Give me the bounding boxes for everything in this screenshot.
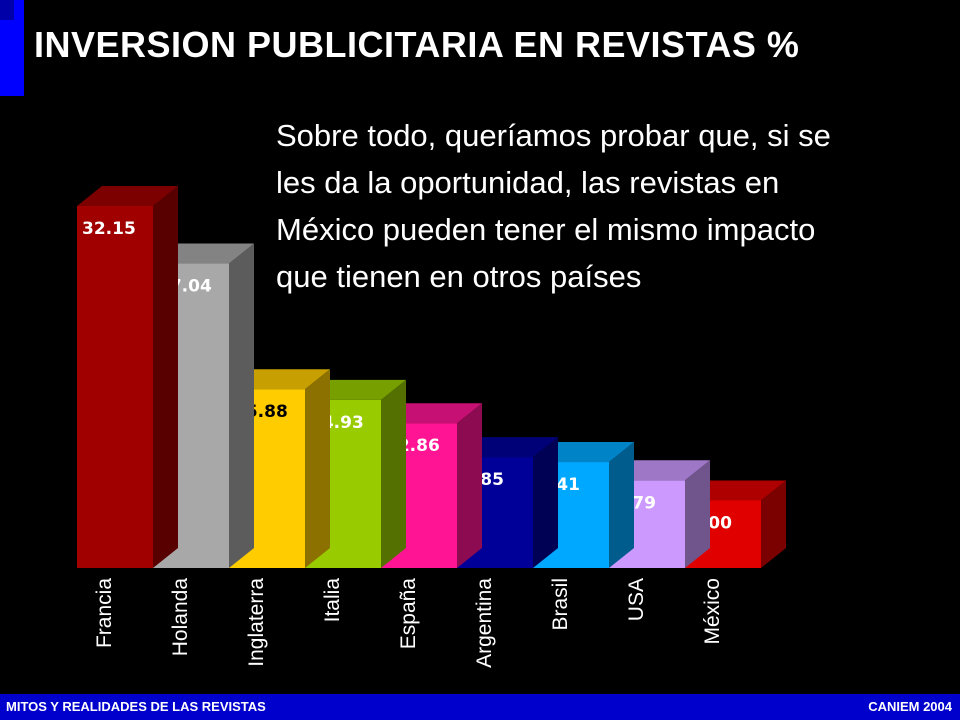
description-line: México pueden tener el mismo impacto [276,212,816,247]
footer-right-text: CANIEM 2004 [868,699,952,714]
bar-chart: 6.007.799.419.8512.8614.9315.8827.0432.1… [77,186,786,668]
data-label: 32.15 [82,219,136,239]
category-label: USA [625,578,648,621]
bar-side [153,186,178,568]
bar-side [457,403,482,568]
bar-top [305,379,406,400]
bar-top [685,480,786,501]
category-label: Holanda [169,578,192,657]
bar-side [229,243,254,568]
bar-side [609,442,634,568]
bar-top [77,186,178,206]
description-line: Sobre todo, queríamos probar que, si se [276,118,831,153]
bar-group: 32.15 [77,186,178,568]
page-title: INVERSION PUBLICITARIA EN REVISTAS % [34,24,800,65]
bar-side [305,369,330,568]
footer-left-text: MITOS Y REALIDADES DE LAS REVISTAS [6,699,266,714]
bar-top [457,437,558,458]
bar-group: 7.79 [609,460,710,568]
bar-side [533,437,558,568]
category-label: Francia [93,578,116,648]
bar-top [609,460,710,481]
bar-top [153,243,254,264]
category-label: México [701,578,724,645]
description-line: que tienen en otros países [276,259,642,294]
category-label: Brasil [549,578,572,631]
bar-top [381,403,482,424]
description-line: les da la oportunidad, las revistas en [276,165,780,200]
category-label: Argentina [473,578,496,668]
bar [77,206,153,568]
corner-accent-dark [0,0,14,20]
bar-top [533,442,634,463]
description-text: Sobre todo, queríamos probar que, si se … [276,112,956,300]
category-label: Inglaterra [245,578,268,667]
bar-top [229,369,330,390]
footer-bar: MITOS Y REALIDADES DE LAS REVISTAS CANIE… [0,694,960,720]
category-label: Italia [321,578,344,623]
corner-accent [0,0,24,96]
category-label: España [397,578,420,650]
bar-side [685,460,710,568]
bar-side [761,480,786,568]
bar-side [381,379,406,568]
